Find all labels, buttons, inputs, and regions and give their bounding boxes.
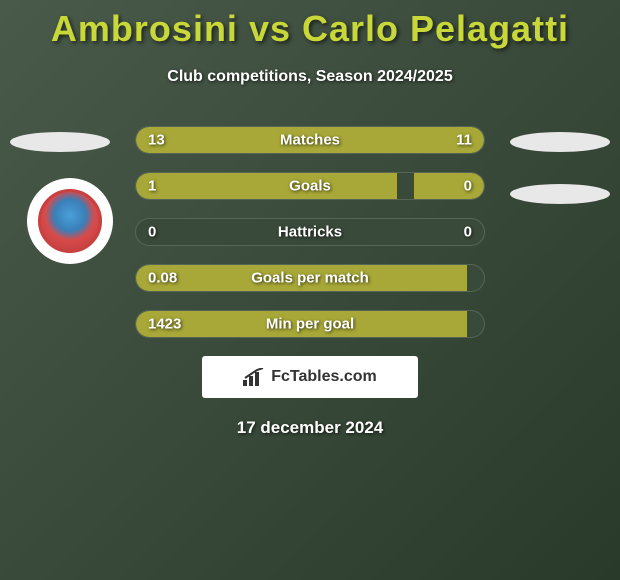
page-title: Ambrosini vs Carlo Pelagatti <box>0 0 620 50</box>
stat-row-hattricks: 0 Hattricks 0 <box>135 218 485 246</box>
date-label: 17 december 2024 <box>0 418 620 438</box>
stat-value-right: 0 <box>464 178 472 195</box>
stat-value-left: 0 <box>148 224 156 241</box>
stat-value-right: 11 <box>456 132 472 149</box>
stat-value-left: 0.08 <box>148 270 177 287</box>
player-right-placeholder-1 <box>510 132 610 152</box>
stat-label: Matches <box>280 132 340 149</box>
chart-icon <box>243 368 265 386</box>
player-left-placeholder-1 <box>10 132 110 152</box>
stat-bars-container: 13 Matches 11 1 Goals 0 0 Hattricks 0 0.… <box>135 126 485 338</box>
crest-icon <box>38 189 102 253</box>
stat-value-left: 13 <box>148 132 165 149</box>
stat-row-min-per-goal: 1423 Min per goal <box>135 310 485 338</box>
stat-value-left: 1 <box>148 178 156 195</box>
stat-row-matches: 13 Matches 11 <box>135 126 485 154</box>
team-crest-left <box>27 178 113 264</box>
stat-value-right: 0 <box>464 224 472 241</box>
stat-bar-left <box>136 173 397 199</box>
player-right-placeholder-2 <box>510 184 610 204</box>
stat-row-goals-per-match: 0.08 Goals per match <box>135 264 485 292</box>
stat-label: Goals per match <box>251 270 369 287</box>
stat-label: Hattricks <box>278 224 342 241</box>
stat-value-left: 1423 <box>148 316 181 333</box>
watermark: FcTables.com <box>202 356 418 398</box>
comparison-area: 13 Matches 11 1 Goals 0 0 Hattricks 0 0.… <box>0 126 620 438</box>
stat-label: Goals <box>289 178 331 195</box>
stat-label: Min per goal <box>266 316 354 333</box>
stat-row-goals: 1 Goals 0 <box>135 172 485 200</box>
watermark-text: FcTables.com <box>271 368 377 386</box>
subtitle: Club competitions, Season 2024/2025 <box>0 68 620 86</box>
stat-bar-right <box>414 173 484 199</box>
